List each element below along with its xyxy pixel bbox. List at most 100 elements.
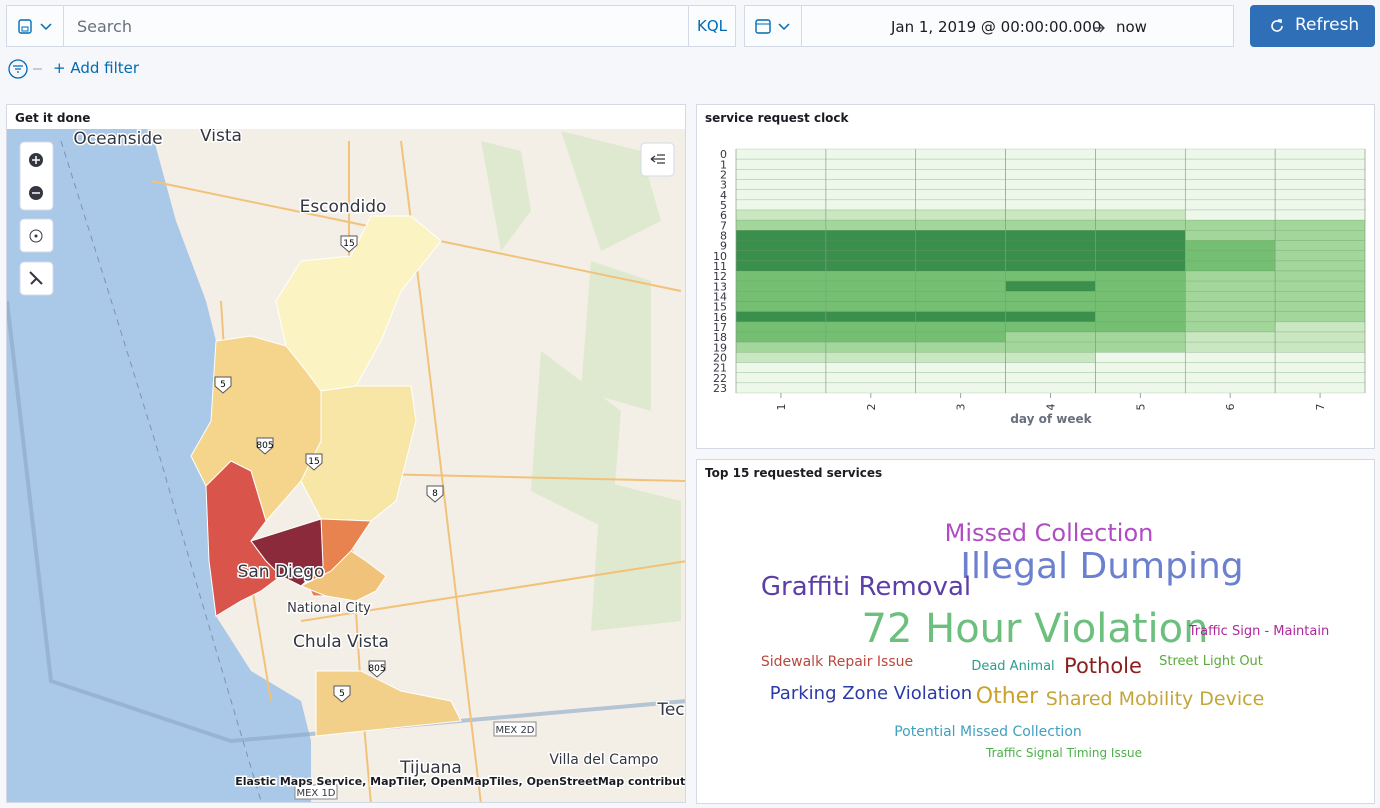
heat-cell bbox=[825, 280, 917, 292]
heat-cell bbox=[1274, 158, 1366, 170]
y-tick-label: 1 bbox=[720, 158, 727, 171]
heat-cell bbox=[1274, 270, 1366, 282]
heat-cell bbox=[735, 382, 827, 394]
refresh-label: Refresh bbox=[1295, 15, 1360, 35]
heat-cell bbox=[1184, 270, 1276, 282]
heat-cell bbox=[1005, 280, 1096, 292]
heat-cell bbox=[915, 219, 1006, 231]
heat-cell bbox=[735, 270, 827, 282]
shield-label: 5 bbox=[220, 380, 226, 390]
place-labels: Oceanside Vista Escondido San Diego Nati… bbox=[72, 129, 685, 780]
shield-label: 15 bbox=[343, 239, 354, 249]
heat-cell bbox=[1184, 341, 1276, 353]
heat-cell bbox=[1095, 179, 1186, 190]
place-label: Chula Vista bbox=[293, 632, 389, 652]
heat-cell bbox=[915, 169, 1006, 180]
heat-cell bbox=[825, 291, 917, 302]
heat-cell bbox=[825, 341, 917, 353]
heat-cell bbox=[1184, 250, 1276, 262]
heat-cell bbox=[1095, 291, 1186, 302]
heat-cell bbox=[915, 199, 1006, 211]
y-tick-label: 15 bbox=[713, 301, 727, 314]
heat-cell bbox=[1184, 331, 1276, 343]
map[interactable]: Oceanside Vista Escondido San Diego Nati… bbox=[7, 129, 686, 803]
heat-cell bbox=[915, 230, 1006, 241]
word: Graffiti Removal bbox=[761, 572, 971, 602]
heat-cell bbox=[1274, 280, 1366, 292]
word: Street Light Out bbox=[1159, 654, 1263, 669]
language-toggle[interactable]: KQL bbox=[688, 6, 735, 46]
heat-cell bbox=[1274, 250, 1366, 262]
heat-cell bbox=[1274, 169, 1366, 180]
heat-cell bbox=[1184, 199, 1276, 211]
heat-cell bbox=[1005, 321, 1096, 333]
heat-cell bbox=[1095, 158, 1186, 170]
heat-cell bbox=[1184, 209, 1276, 221]
heat-cell bbox=[915, 291, 1006, 302]
heat-cell bbox=[1274, 219, 1366, 231]
heat-cell bbox=[1184, 291, 1276, 302]
quick-menu-button[interactable] bbox=[745, 6, 802, 46]
filter-icon[interactable] bbox=[8, 58, 48, 80]
y-tick-label: 2 bbox=[720, 168, 727, 181]
heat-cell bbox=[915, 209, 1006, 221]
heat-cell bbox=[915, 372, 1006, 384]
route-label: MEX 2D bbox=[495, 725, 534, 736]
word: Pothole bbox=[1064, 654, 1142, 678]
calendar-icon bbox=[755, 19, 790, 34]
heat-cell bbox=[825, 331, 917, 343]
heat-cell bbox=[1095, 219, 1186, 231]
heat-cell bbox=[915, 250, 1006, 262]
heat-cell bbox=[1095, 250, 1186, 262]
heat-cell bbox=[1274, 362, 1366, 373]
place-label: Villa del Campo bbox=[549, 752, 658, 768]
x-tick-label: 7 bbox=[1314, 404, 1327, 411]
x-tick-label: 6 bbox=[1224, 404, 1237, 411]
heat-cell bbox=[735, 260, 827, 272]
saved-query-button[interactable] bbox=[7, 6, 64, 46]
zoom-control[interactable] bbox=[19, 141, 54, 211]
y-tick-label: 19 bbox=[713, 341, 727, 354]
y-tick-label: 6 bbox=[720, 209, 727, 222]
place-label: Escondido bbox=[300, 197, 387, 217]
heat-cell bbox=[1095, 341, 1186, 353]
word: Traffic Signal Timing Issue bbox=[985, 746, 1142, 760]
search-input[interactable]: Search bbox=[77, 17, 132, 36]
heat-cell bbox=[1005, 179, 1096, 190]
heat-cell bbox=[1274, 382, 1366, 394]
heat-cell bbox=[1274, 352, 1366, 363]
heat-cell bbox=[1274, 240, 1366, 251]
heat-cell bbox=[735, 291, 827, 302]
word: Dead Animal bbox=[971, 659, 1054, 674]
start-date[interactable]: Jan 1, 2019 @ 00:00:00.000 bbox=[891, 18, 1102, 36]
word: Traffic Sign - Maintain bbox=[1188, 624, 1329, 639]
heat-cell bbox=[1184, 372, 1276, 384]
attribution: Elastic Maps Service, MapTiler, OpenMapT… bbox=[235, 775, 686, 788]
shield bbox=[368, 660, 386, 678]
heat-cell bbox=[1095, 321, 1186, 333]
add-filter-button[interactable]: + Add filter bbox=[53, 59, 140, 77]
y-tick-label: 20 bbox=[713, 351, 727, 364]
y-tick-label: 18 bbox=[713, 331, 727, 344]
heat-cell bbox=[1005, 331, 1096, 343]
shield bbox=[305, 453, 323, 471]
heat-cell bbox=[735, 219, 827, 231]
refresh-button[interactable]: Refresh bbox=[1250, 5, 1375, 47]
heat-cell bbox=[1184, 321, 1276, 333]
heat-cell bbox=[1184, 189, 1276, 201]
heat-cell bbox=[1005, 240, 1096, 251]
x-tick-label: 4 bbox=[1045, 404, 1058, 411]
heat-cell bbox=[1005, 270, 1096, 282]
boundary-line bbox=[60, 140, 262, 802]
y-tick-label: 10 bbox=[713, 250, 727, 263]
shield-label: 805 bbox=[256, 441, 273, 451]
y-tick-label: 22 bbox=[713, 372, 727, 385]
y-tick-label: 17 bbox=[713, 321, 727, 334]
heat-cell bbox=[1184, 179, 1276, 190]
heat-cell bbox=[735, 341, 827, 353]
ocean bbox=[7, 129, 311, 802]
heat-cell bbox=[1274, 372, 1366, 384]
end-date[interactable]: now bbox=[1116, 18, 1147, 36]
heat-cell bbox=[1095, 372, 1186, 384]
